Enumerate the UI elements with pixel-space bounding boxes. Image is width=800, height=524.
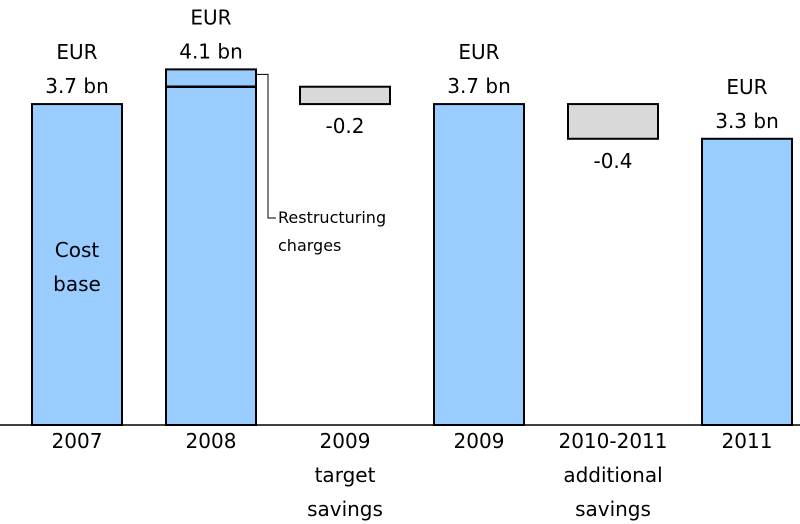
annotation: Restructuring charges: [278, 208, 386, 255]
bar: [165, 68, 257, 426]
x-tick-label: 2007: [52, 429, 103, 453]
x-tick-label: 2011: [722, 429, 773, 453]
x-tick-label: 2010-2011 additional savings: [558, 429, 667, 521]
value-label: EUR 4.1 bn: [179, 5, 243, 63]
value-label: EUR 3.3 bn: [715, 74, 779, 132]
bar-label: Cost base: [53, 238, 101, 296]
x-tick-label: 2009 target savings: [307, 429, 383, 521]
value-label: EUR 3.7 bn: [447, 40, 511, 98]
bar: [299, 85, 391, 106]
x-tick-label: 2008: [186, 429, 237, 453]
value-label: -0.4: [593, 148, 632, 172]
bar: [567, 103, 659, 140]
bar: [433, 103, 525, 426]
value-label: -0.2: [325, 114, 364, 138]
annotation-bracket: [256, 73, 276, 219]
value-label: EUR 3.7 bn: [45, 40, 109, 98]
bar: [701, 137, 793, 426]
x-tick-label: 2009: [454, 429, 505, 453]
bar: [31, 103, 123, 426]
